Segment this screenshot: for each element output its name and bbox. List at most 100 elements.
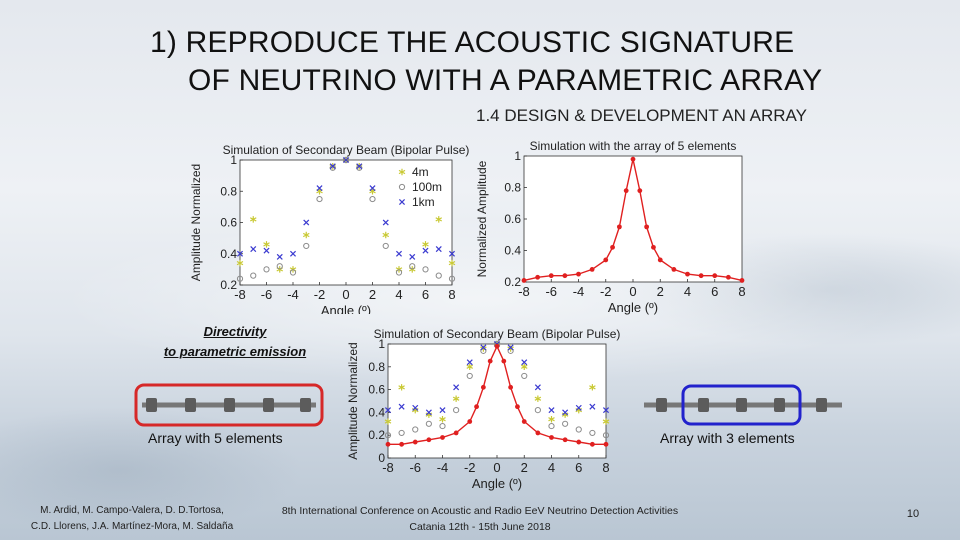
array-3-transducer-3 [774,398,785,412]
data-point [395,250,403,257]
data-point [651,244,656,250]
data-point [439,422,446,430]
x-tick-label: -2 [600,284,612,299]
data-point [369,185,376,192]
data-point [576,271,581,277]
data-point [548,416,555,423]
x-tick-label: 8 [448,287,455,302]
data-point [398,403,405,410]
data-point [576,439,582,445]
data-point [474,404,479,410]
data-point [508,384,514,390]
data-point [453,384,460,391]
array-3-transducer-1 [698,398,709,412]
series-100m [236,156,456,282]
x-tick-label: 6 [422,287,429,302]
data-point [712,273,718,279]
series-array [385,343,609,447]
array-3-transducer-2 [736,398,747,412]
x-tick-label: 2 [657,284,664,299]
y-tick-label: 1 [378,337,385,351]
y-tick-label: 0.4 [220,247,237,261]
data-point [466,359,473,366]
data-point [356,164,363,171]
data-point [534,407,541,414]
data-point [685,271,690,277]
array-5-highlight-box [134,383,324,427]
data-point [316,195,323,203]
x-tick-label: -2 [464,460,476,475]
chart-array-5-elements: Simulation with the array of 5 elements -… [474,136,764,318]
legend-marker [398,168,406,176]
data-point [521,372,528,380]
chart-secondary-beam-bottom: Simulation of Secondary Beam (Bipolar Pu… [346,322,636,494]
plot-area [239,159,453,286]
x-tick-label: -8 [382,460,394,475]
data-point [409,253,416,260]
data-point [425,409,432,416]
data-point [616,224,622,230]
data-point [395,269,403,276]
data-point [356,163,363,170]
data-point [548,273,554,279]
x-tick-label: 2 [369,287,376,302]
data-point [448,275,456,282]
data-point [562,420,569,427]
x-axis-label: Angle (º) [321,303,371,314]
y-tick-label: 1 [230,153,237,167]
data-point [453,407,460,414]
data-point [412,439,418,445]
data-point [698,273,704,279]
data-point [303,242,310,250]
x-tick-label: 8 [738,284,745,299]
directivity-line-2: to parametric emission [163,344,307,359]
data-point [494,343,500,349]
data-point [425,420,432,427]
series-1km [384,340,610,416]
data-point [453,430,459,436]
data-point [236,259,244,267]
x-tick-label: -8 [518,284,530,299]
title-line-1: 1) REPRODUCE THE ACOUSTIC SIGNATURE [150,26,795,59]
array-5-transducer-2 [185,398,196,412]
data-point [589,429,596,437]
data-point [448,250,456,257]
x-tick-label: 2 [521,460,528,475]
data-point [250,246,257,253]
data-point [562,273,568,279]
data-point [739,278,745,283]
data-point [562,409,569,416]
y-tick-label: 0.2 [368,428,385,442]
x-axis-label: Angle (º) [608,300,658,315]
directivity-line-1: Directivity [203,324,267,339]
data-point [623,188,629,194]
series-array [521,156,745,283]
data-point [521,278,527,283]
x-tick-label: 4 [395,287,402,302]
authors-line-2: C.D. Llorens, J.A. Martínez-Mora, M. Sal… [30,521,234,532]
data-point [480,344,487,351]
data-point [263,266,270,273]
data-point [422,241,429,248]
array-3-dummy-right [816,398,827,412]
chart-secondary-beam-top: Simulation of Secondary Beam (Bipolar Pu… [188,136,498,314]
data-point [342,156,350,164]
legend-label: 4m [412,165,429,179]
data-point [439,407,446,414]
array-5-transducer-4 [263,398,274,412]
y-tick-label: 1 [514,149,521,163]
x-tick-label: 0 [493,460,500,475]
data-point [507,344,514,351]
legend-marker [398,198,406,206]
chart-svg: Simulation of Secondary Beam (Bipolar Pu… [346,327,620,491]
x-tick-label: -6 [545,284,557,299]
legend-label: 100m [412,180,442,194]
data-point [602,407,610,414]
data-point [398,384,405,391]
data-point [521,419,527,424]
array-5-caption: Array with 5 elements [148,430,283,446]
x-tick-label: -6 [261,287,273,302]
title-line-2: OF NEUTRINO WITH A PARAMETRIC ARRAY [188,64,823,97]
data-point [521,359,528,366]
